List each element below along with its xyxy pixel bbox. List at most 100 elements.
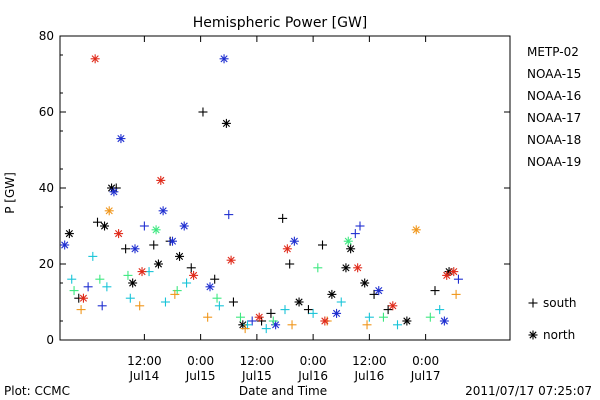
data-point bbox=[228, 297, 238, 307]
data-point bbox=[69, 286, 79, 296]
data-point bbox=[266, 308, 276, 318]
data-point bbox=[88, 251, 98, 261]
data-point bbox=[243, 320, 252, 330]
data-point bbox=[308, 308, 318, 318]
data-point bbox=[156, 175, 166, 185]
y-axis-label: P [GW] bbox=[3, 172, 17, 214]
data-point bbox=[100, 221, 110, 231]
y-axis-ticks: 0 20 40 60 80 bbox=[39, 29, 510, 347]
data-point bbox=[111, 183, 121, 193]
data-point bbox=[189, 270, 199, 280]
data-point bbox=[104, 206, 114, 216]
data-point bbox=[430, 286, 440, 296]
data-point bbox=[362, 320, 372, 330]
legend: METP-02 NOAA-15 NOAA-16 NOAA-17 NOAA-18 NOAA-… bbox=[527, 45, 581, 169]
data-point bbox=[451, 289, 461, 299]
marker-legend-label: north bbox=[543, 328, 575, 342]
data-point bbox=[219, 54, 229, 64]
data-point bbox=[121, 244, 131, 254]
data-point bbox=[149, 240, 159, 250]
chart-title: Hemispheric Power [GW] bbox=[193, 15, 368, 31]
data-point bbox=[388, 301, 398, 311]
data-point bbox=[327, 289, 337, 299]
data-point bbox=[198, 107, 208, 117]
x-axis-ticks: 12:00Jul140:00Jul1512:00Jul150:00Jul1612… bbox=[127, 36, 441, 383]
data-point bbox=[341, 263, 351, 273]
data-point bbox=[289, 236, 299, 246]
data-point bbox=[280, 305, 290, 315]
data-point bbox=[336, 297, 346, 307]
data-point bbox=[90, 54, 100, 64]
footer-plot-credit: Plot: CCMC bbox=[4, 384, 70, 398]
data-point bbox=[95, 274, 105, 284]
data-point bbox=[439, 316, 449, 326]
data-point bbox=[240, 324, 250, 334]
data-point bbox=[287, 320, 297, 330]
data-point bbox=[402, 316, 412, 326]
y-tick-label: 60 bbox=[39, 105, 54, 119]
data-point bbox=[137, 267, 147, 277]
data-point bbox=[97, 301, 107, 311]
data-point bbox=[378, 312, 388, 322]
y-tick-label: 0 bbox=[46, 333, 54, 347]
data-point bbox=[151, 225, 161, 235]
marker-legend-label: south bbox=[543, 296, 577, 310]
marker-legend-symbol bbox=[528, 330, 538, 340]
x-tick-date-label: Jul16 bbox=[297, 369, 328, 383]
data-point bbox=[130, 244, 140, 254]
data-point bbox=[123, 270, 133, 280]
data-point bbox=[125, 293, 135, 303]
data-point bbox=[128, 278, 138, 288]
data-point bbox=[182, 278, 192, 288]
marker-legend: south north bbox=[528, 296, 577, 342]
data-point bbox=[203, 312, 213, 322]
data-point bbox=[67, 274, 77, 284]
data-point bbox=[294, 297, 304, 307]
data-point bbox=[135, 301, 145, 311]
data-point bbox=[186, 263, 196, 273]
data-point bbox=[214, 301, 224, 311]
data-point bbox=[221, 118, 231, 128]
data-point bbox=[278, 213, 288, 223]
x-tick-time-label: 12:00 bbox=[352, 354, 387, 368]
data-point bbox=[350, 229, 360, 239]
data-point bbox=[235, 312, 245, 322]
data-point bbox=[172, 286, 182, 296]
marker-legend-symbol bbox=[528, 298, 538, 308]
data-point bbox=[411, 225, 421, 235]
data-point bbox=[254, 312, 264, 322]
x-tick-time-label: 0:00 bbox=[300, 354, 327, 368]
data-point bbox=[369, 289, 379, 299]
data-point bbox=[224, 210, 234, 220]
data-point bbox=[442, 270, 452, 280]
data-point bbox=[268, 316, 278, 326]
data-point bbox=[318, 240, 327, 250]
data-point bbox=[153, 259, 163, 269]
data-point bbox=[425, 312, 435, 322]
x-tick-time-label: 0:00 bbox=[187, 354, 214, 368]
x-tick-date-label: Jul15 bbox=[185, 369, 216, 383]
data-point bbox=[282, 244, 292, 254]
data-point bbox=[139, 221, 149, 231]
data-point bbox=[261, 324, 271, 334]
data-point bbox=[102, 282, 112, 292]
data-point bbox=[257, 316, 267, 326]
data-point bbox=[285, 259, 295, 269]
x-tick-time-label: 0:00 bbox=[412, 354, 439, 368]
data-point bbox=[393, 320, 402, 330]
data-point bbox=[175, 251, 185, 261]
data-point bbox=[343, 236, 353, 246]
data-point bbox=[93, 217, 102, 227]
data-point bbox=[360, 278, 370, 288]
data-point bbox=[303, 305, 313, 315]
y-tick-label: 80 bbox=[39, 29, 54, 43]
x-tick-date-label: Jul14 bbox=[129, 369, 160, 383]
data-point bbox=[453, 274, 463, 284]
data-point bbox=[158, 206, 168, 216]
data-point bbox=[76, 305, 86, 315]
x-tick-date-label: Jul15 bbox=[241, 369, 272, 383]
data-point bbox=[179, 221, 189, 231]
data-point bbox=[168, 236, 177, 246]
data-point bbox=[374, 286, 384, 296]
